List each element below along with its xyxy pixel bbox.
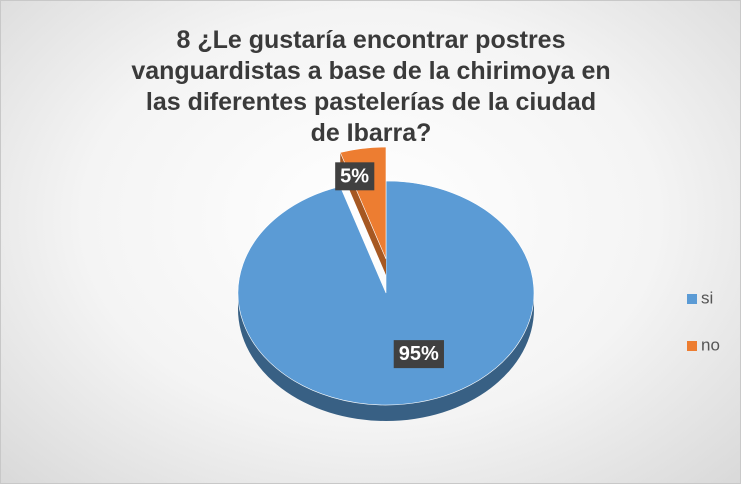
chart-title: 8 ¿Le gustaría encontrar postres vanguar…	[131, 26, 611, 147]
data-label-box	[335, 162, 375, 191]
legend-label: no	[701, 335, 720, 354]
data-label-text: 5%	[340, 165, 369, 187]
legend-swatch	[687, 294, 697, 304]
legend-swatch	[687, 341, 697, 351]
slice	[237, 180, 535, 406]
data-label-box	[393, 340, 444, 369]
legend-label: si	[701, 288, 713, 307]
data-label-text: 95%	[399, 343, 439, 365]
data-label: 5%	[335, 162, 375, 191]
data-label: 95%	[393, 340, 444, 369]
